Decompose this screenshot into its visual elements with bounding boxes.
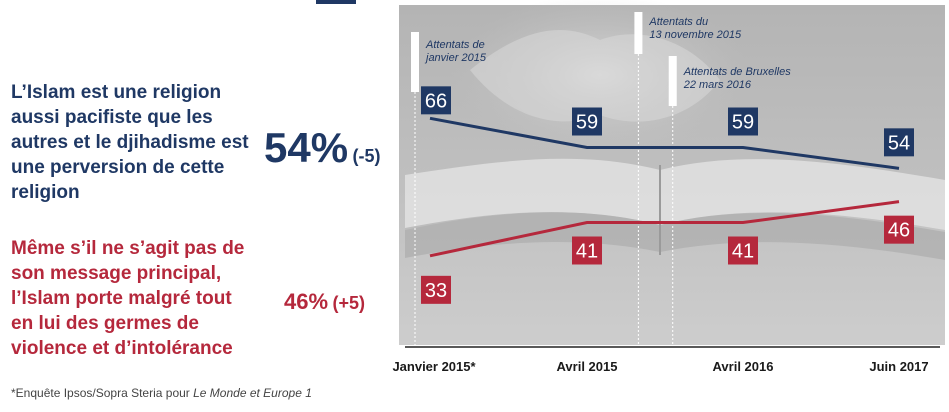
percentage-violence-value: 46% [284,289,329,314]
percentage-pacifist-change: (-5) [352,146,381,166]
svg-text:41: 41 [576,241,598,263]
svg-text:59: 59 [576,112,598,134]
svg-text:59: 59 [732,112,754,134]
svg-text:41: 41 [732,241,754,263]
x-tick-label: Avril 2016 [713,359,774,374]
percentage-violence-change: (+5) [332,293,366,313]
percentage-pacifist: 54% (-5) [264,124,381,172]
footnote-source: Le Monde et Europe 1 [193,386,312,400]
svg-text:33: 33 [425,280,447,302]
x-tick-label: Juin 2017 [869,359,928,374]
footnote-prefix: *Enquête Ipsos/Sopra Steria pour [11,386,194,400]
percentage-violence: 46% (+5) [284,289,365,315]
event-flag [411,32,419,92]
x-tick-label: Avril 2015 [557,359,618,374]
x-tick-label: Janvier 2015* [392,359,476,374]
percentage-pacifist-value: 54% [264,124,349,171]
data-label: 59 [572,107,602,136]
data-label: 46 [884,215,914,244]
data-label: 59 [728,107,758,136]
data-label: 54 [884,128,914,157]
top-edge-mark [316,0,356,4]
statement-violence: Même s’il ne s’agit pas de son message p… [11,238,245,359]
series-line [429,200,900,258]
svg-text:66: 66 [425,90,447,112]
event-label: 22 mars 2016 [683,79,752,91]
event-flag [668,56,677,106]
data-label: 33 [421,275,451,304]
event-label: Attentats du [648,16,708,28]
event-flag [634,12,643,54]
event-label: Attentats de [425,39,485,51]
event-label: janvier 2015 [424,52,487,64]
event-label: 13 novembre 2015 [649,29,742,41]
data-label: 66 [421,86,451,115]
series-line [429,116,900,170]
statement-pacifist: L’Islam est une religion aussi pacifiste… [11,82,249,203]
footnote: *Enquête Ipsos/Sopra Steria pour Le Mond… [11,386,312,400]
data-label: 41 [728,236,758,265]
data-label: 41 [572,236,602,265]
svg-text:54: 54 [888,132,910,154]
event-label: Attentats de Bruxelles [683,66,792,78]
svg-text:46: 46 [888,220,910,242]
